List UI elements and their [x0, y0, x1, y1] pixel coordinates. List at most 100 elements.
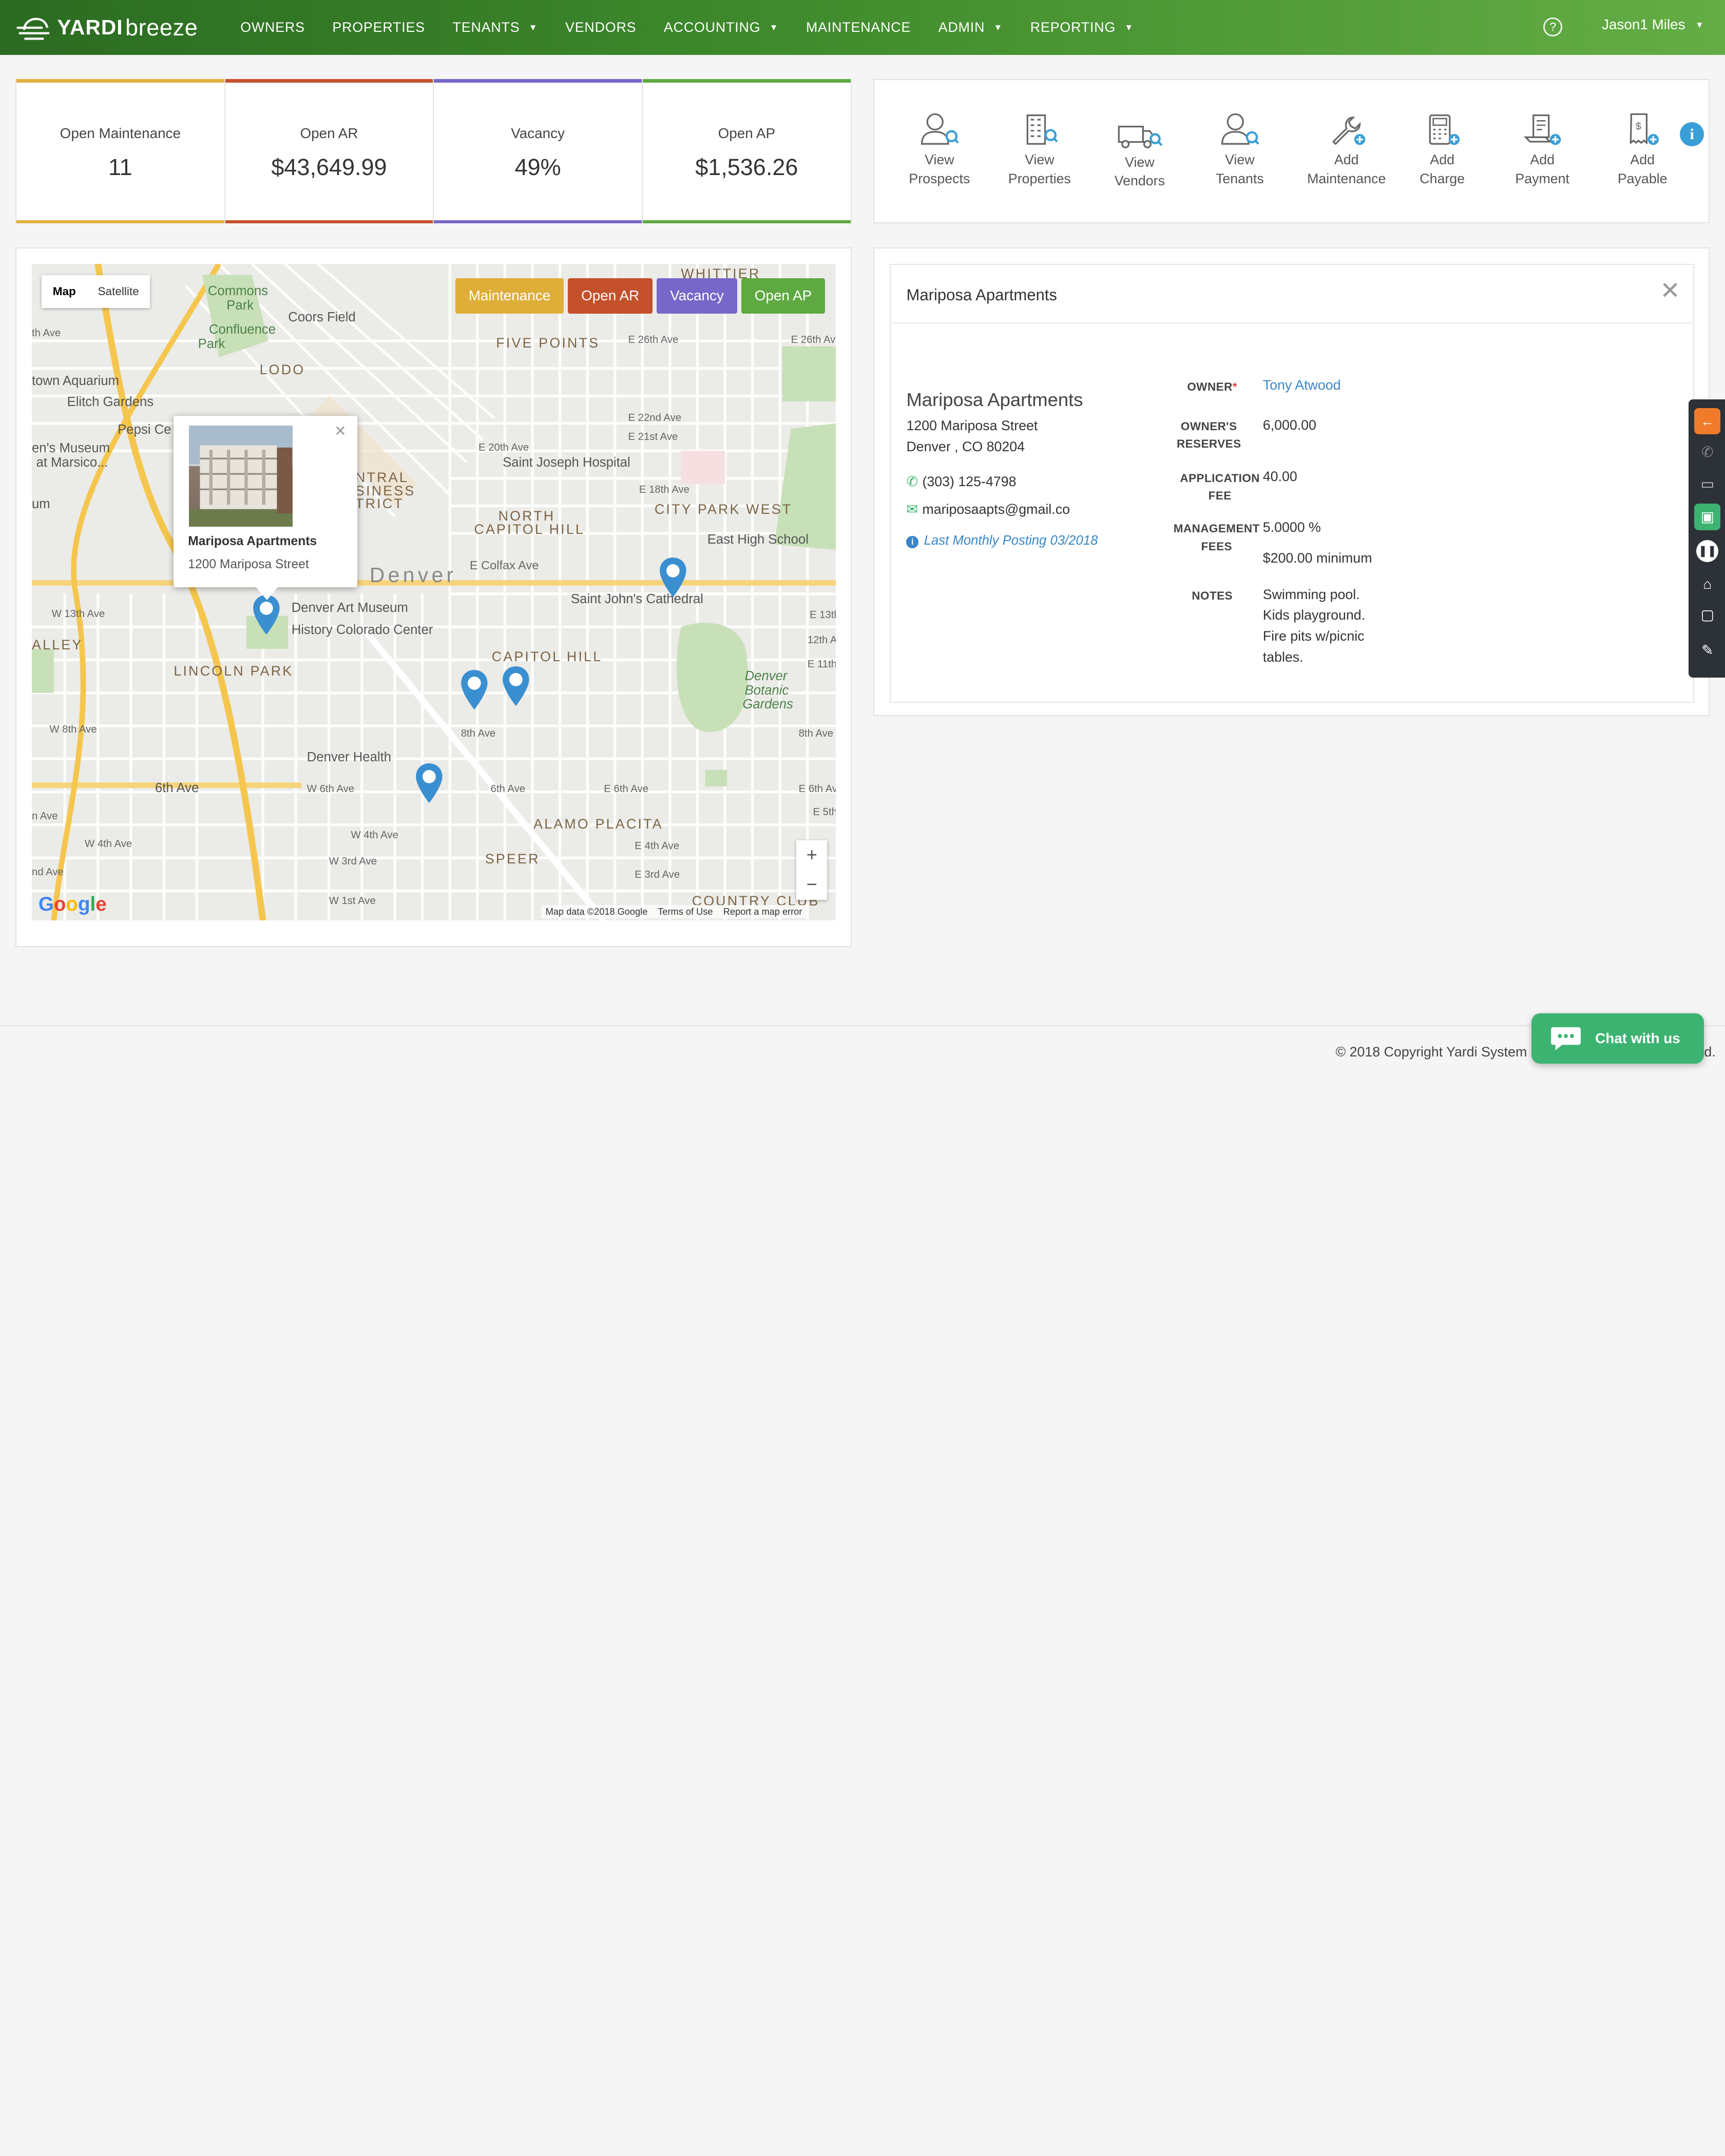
- receipt-add-icon: $: [1630, 113, 1659, 145]
- view-properties-button[interactable]: View Properties: [995, 111, 1083, 188]
- map-pin-icon[interactable]: [659, 556, 687, 598]
- map-label: 12th Av: [807, 634, 836, 646]
- filter-vacancy-button[interactable]: Vacancy: [657, 278, 737, 314]
- view-vendors-button[interactable]: View Vendors: [1096, 122, 1183, 190]
- phone-icon[interactable]: ✆: [1701, 444, 1714, 460]
- collapse-arrow-icon[interactable]: ←: [1694, 408, 1721, 435]
- map-type-satellite-button[interactable]: Satellite: [98, 284, 139, 298]
- user-menu[interactable]: Jason1 Miles ▼: [1602, 16, 1704, 33]
- copyright: © 2018 Copyright Yardi System d.: [1335, 1044, 1715, 1060]
- nav-label: TENANTS: [452, 20, 520, 35]
- video-icon[interactable]: ▭: [1700, 476, 1714, 492]
- label-line: FEE: [1208, 489, 1232, 502]
- nav-tenants[interactable]: TENANTS ▼: [439, 20, 551, 35]
- payment-add-icon: [1524, 114, 1561, 145]
- view-tenants-button[interactable]: View Tenants: [1196, 111, 1283, 188]
- nav-accounting[interactable]: ACCOUNTING ▼: [650, 20, 792, 35]
- owner-value-link[interactable]: Tony Atwood: [1262, 377, 1341, 393]
- nav-label: REPORTING: [1030, 20, 1116, 35]
- nav-vendors[interactable]: VENDORS: [551, 20, 650, 35]
- caret-down-icon: ▼: [1695, 19, 1704, 30]
- map-label: en's Museum: [32, 441, 110, 456]
- nav-admin[interactable]: ADMIN ▼: [925, 20, 1017, 35]
- map-label: E 6th Ave: [604, 783, 649, 795]
- mgmt-fees-label: MANAGEMENT FEES: [1168, 520, 1265, 555]
- pause-icon[interactable]: ❚❚: [1696, 540, 1719, 562]
- add-payment-button[interactable]: Add Payment: [1498, 111, 1586, 188]
- owner-label: OWNER*: [1164, 378, 1261, 396]
- chat-with-us-button[interactable]: Chat with us: [1531, 1013, 1704, 1064]
- add-payable-button[interactable]: $ Add Payable: [1598, 111, 1686, 188]
- filter-maintenance-button[interactable]: Maintenance: [455, 278, 564, 314]
- help-icon[interactable]: ?: [1543, 17, 1562, 36]
- map-pin-icon[interactable]: [415, 762, 444, 804]
- map-label: Saint John's Cathedral: [571, 591, 703, 606]
- map-label: 8th Ave: [798, 728, 834, 740]
- zoom-out-button[interactable]: −: [806, 873, 817, 895]
- kpi-open-ap[interactable]: Open AP $1,536.26: [642, 79, 851, 224]
- map-label: W 13th Ave: [51, 608, 105, 620]
- map-label: E 3rd Ave: [635, 869, 680, 880]
- map-label: town Aquarium: [32, 374, 120, 389]
- map-label: W 8th Ave: [49, 723, 97, 735]
- property-map[interactable]: Commons Park Confluence Park Coors Field…: [32, 264, 836, 921]
- nav-owners[interactable]: OWNERS: [226, 20, 318, 35]
- kpi-label: Open AR: [300, 125, 358, 142]
- prospect-search-icon: [921, 113, 959, 145]
- terms-link[interactable]: Terms of Use: [658, 906, 713, 917]
- floating-toolbar: ← ✆ ▭ ▣ ❚❚ ⌂ ▢ ✎: [1689, 399, 1725, 678]
- monitor-icon[interactable]: ▢: [1700, 607, 1714, 623]
- kpi-label: Open Maintenance: [60, 125, 181, 142]
- map-pin-icon[interactable]: [252, 594, 281, 636]
- map-label: Denver Art Museum: [291, 600, 408, 615]
- kpi-vacancy[interactable]: Vacancy 49%: [434, 79, 643, 224]
- map-label: CAPITOL HILL: [474, 521, 585, 537]
- map-pin-icon[interactable]: [460, 669, 489, 710]
- add-maintenance-button[interactable]: Add Maintenance: [1302, 111, 1390, 188]
- breeze-logo-icon: [16, 17, 50, 40]
- screen-share-icon[interactable]: ▣: [1694, 504, 1721, 530]
- map-type-map-button[interactable]: Map: [52, 284, 76, 298]
- property-phone[interactable]: ✆ (303) 125-4798: [906, 474, 1016, 490]
- close-icon[interactable]: ✕: [334, 422, 347, 439]
- map-label: E 22nd Ave: [628, 412, 682, 424]
- nav-properties[interactable]: PROPERTIES: [319, 20, 439, 35]
- nav-reporting[interactable]: REPORTING ▼: [1017, 20, 1147, 35]
- add-charge-button[interactable]: Add Charge: [1398, 111, 1486, 188]
- nav-maintenance[interactable]: MAINTENANCE: [792, 20, 925, 35]
- kpi-open-ar[interactable]: Open AR $43,649.99: [225, 79, 434, 224]
- property-email[interactable]: ✉ mariposaapts@gmail.co: [906, 502, 1070, 517]
- info-icon[interactable]: i: [1680, 122, 1704, 146]
- kpi-label: Open AP: [718, 125, 776, 142]
- chat-label: Chat with us: [1595, 1030, 1680, 1046]
- map-pin-icon[interactable]: [502, 665, 530, 707]
- map-type-toggle: Map Satellite: [42, 275, 150, 308]
- truck-search-icon: [1118, 125, 1163, 148]
- kpi-accent-top: [225, 79, 433, 83]
- required-marker: *: [1232, 380, 1237, 393]
- pencil-icon[interactable]: ✎: [1701, 642, 1714, 658]
- map-label: E 11th: [807, 659, 836, 670]
- calculator-add-icon: [1429, 114, 1460, 145]
- kpi-value: 49%: [514, 153, 561, 180]
- copyright-tail: d.: [1704, 1044, 1716, 1060]
- view-prospects-button[interactable]: View Prospects: [895, 111, 983, 188]
- filter-open-ap-button[interactable]: Open AP: [741, 278, 825, 314]
- reserves-label: OWNER'S RESERVES: [1160, 418, 1257, 453]
- last-posting-link[interactable]: i Last Monthly Posting 03/2018: [906, 533, 1098, 548]
- label-line: OWNER'S: [1180, 420, 1237, 433]
- kpi-open-maintenance[interactable]: Open Maintenance 11: [16, 79, 225, 224]
- map-label: E 4th Ave: [635, 840, 680, 852]
- filter-open-ar-button[interactable]: Open AR: [568, 278, 653, 314]
- popup-tail: [256, 587, 278, 600]
- quick-actions-panel: View Prospects View Properties View Vend…: [873, 79, 1710, 223]
- kpi-accent-bottom: [642, 220, 851, 224]
- close-icon[interactable]: ✕: [1660, 276, 1680, 304]
- mouse-icon[interactable]: ⌂: [1703, 576, 1712, 592]
- report-error-link[interactable]: Report a map error: [723, 906, 802, 917]
- action-line1: Add: [1530, 152, 1555, 168]
- zoom-in-button[interactable]: +: [806, 844, 817, 865]
- appfee-value: 40.00: [1262, 469, 1297, 485]
- kpi-accent-bottom: [225, 220, 433, 224]
- yardi-breeze-logo[interactable]: YARDI breeze: [15, 11, 198, 44]
